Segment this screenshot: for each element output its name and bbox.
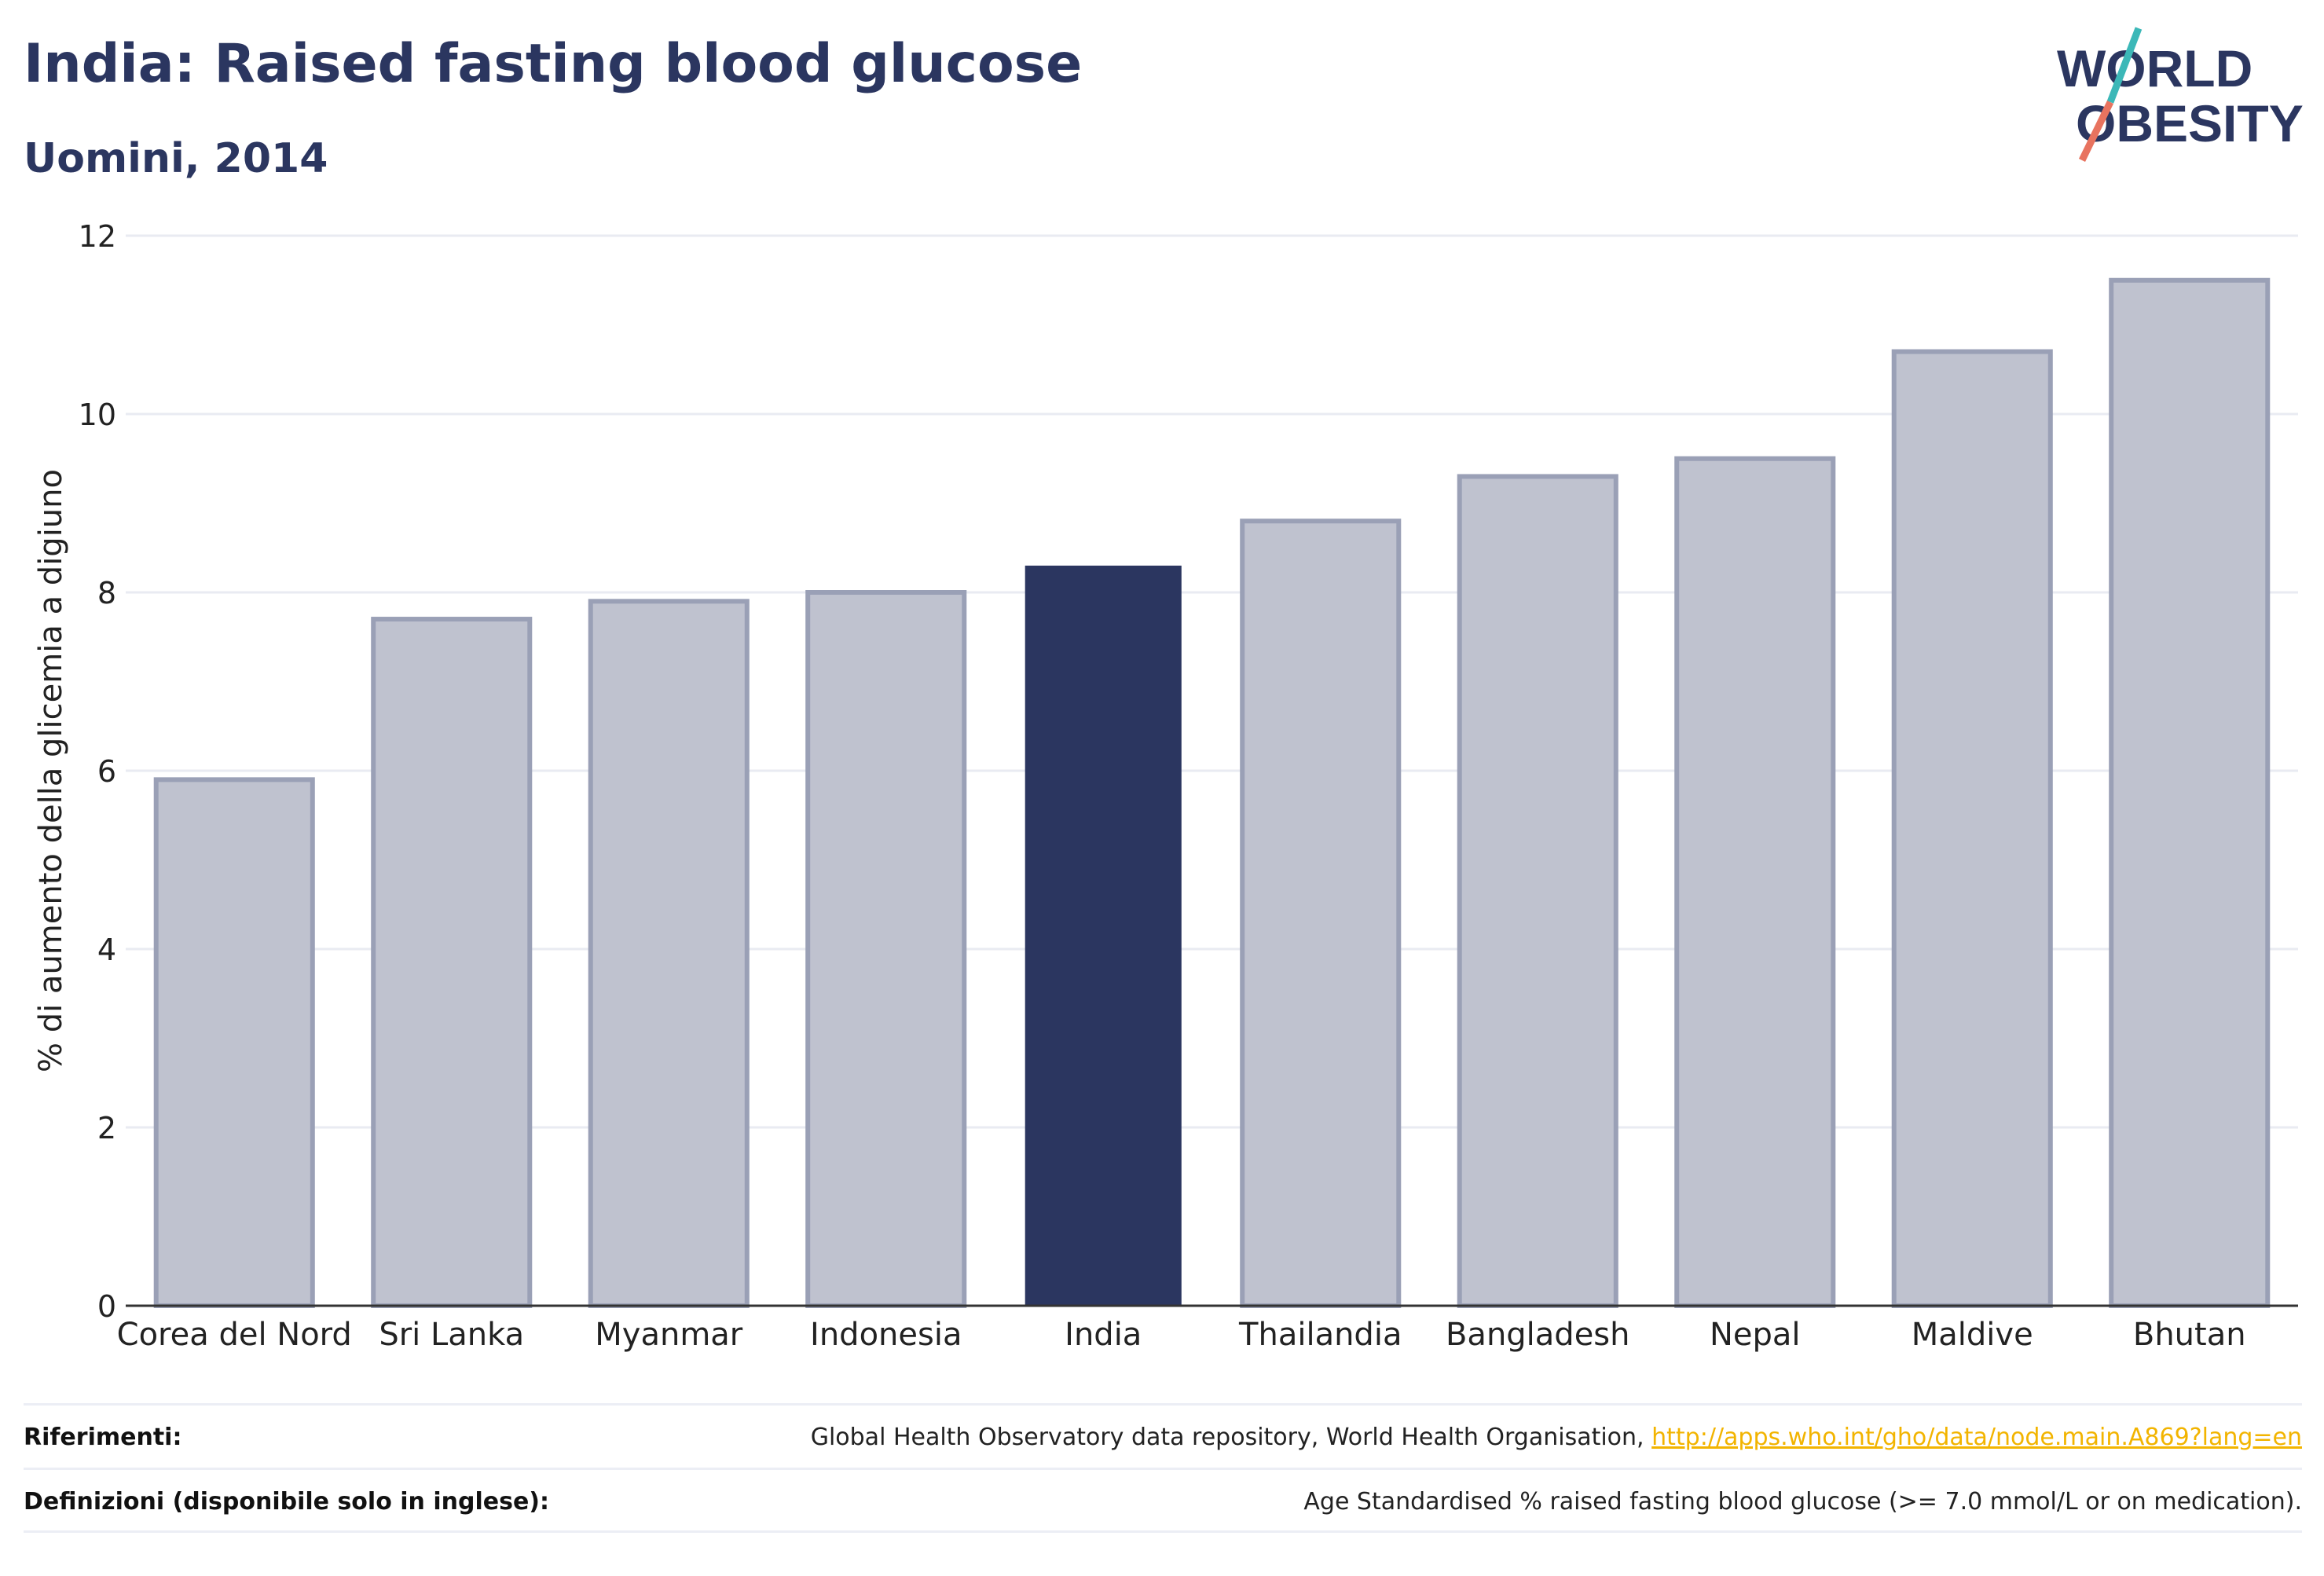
- bar: [805, 590, 967, 1308]
- definitions-text: Age Standardised % raised fasting blood …: [1303, 1487, 2302, 1516]
- x-tick-label: Thailandia: [1238, 1317, 1402, 1353]
- logo-slash-bottom: [2078, 101, 2114, 162]
- references-label: Riferimenti:: [24, 1423, 182, 1451]
- logo-line-2: OBESITY: [2076, 94, 2304, 152]
- y-tick-label: 0: [97, 1289, 116, 1324]
- definitions-label: Definizioni (disponibile solo in inglese…: [24, 1487, 549, 1516]
- x-tick-label: Myanmar: [595, 1317, 743, 1353]
- references-text: Global Health Observatory data repositor…: [810, 1423, 1644, 1451]
- bar: [1674, 456, 1836, 1308]
- world-obesity-logo: WORLD OBESITY: [2057, 27, 2304, 162]
- bar: [1891, 349, 2053, 1308]
- bar: [1457, 474, 1618, 1309]
- bar: [1240, 519, 1402, 1308]
- y-tick-label: 6: [97, 754, 116, 789]
- y-tick-label: 12: [79, 219, 116, 254]
- references-row: Riferimenti: Global Health Observatory d…: [24, 1403, 2302, 1468]
- definitions-row: Definizioni (disponibile solo in inglese…: [24, 1468, 2302, 1533]
- x-tick-label: Nepal: [1710, 1317, 1801, 1353]
- logo-line-1: WORLD: [2057, 39, 2253, 97]
- chart-title: India: Raised fasting blood glucose: [24, 33, 1083, 95]
- bar: [371, 617, 533, 1308]
- x-tick-label: Bangladesh: [1446, 1317, 1630, 1353]
- x-tick-label: Corea del Nord: [117, 1317, 352, 1353]
- bar: [1025, 565, 1182, 1306]
- bar-chart: 0 2 4 6 8 10 12 Corea del Nord Sri Lanka Myanmar I…: [33, 219, 2298, 1353]
- chart-subtitle: Uomini, 2014: [24, 135, 328, 182]
- bar: [588, 599, 750, 1308]
- y-tick-label: 8: [97, 576, 116, 610]
- bar: [153, 777, 315, 1308]
- x-tick-label: Indonesia: [810, 1317, 962, 1353]
- y-axis-title: % di aumento della glicemia a digiuno: [33, 469, 69, 1072]
- footer-divider: [24, 1530, 2302, 1533]
- y-tick-label: 2: [97, 1111, 116, 1145]
- bar: [2109, 277, 2271, 1308]
- x-tick-label: Bhutan: [2133, 1317, 2246, 1353]
- x-tick-label: India: [1065, 1317, 1142, 1353]
- x-tick-label: Sri Lanka: [379, 1317, 524, 1353]
- y-tick-label: 4: [97, 933, 116, 967]
- x-tick-label: Maldive: [1912, 1317, 2033, 1353]
- logo-slash-top: [2106, 27, 2143, 104]
- y-tick-label: 10: [79, 398, 116, 432]
- references-link[interactable]: http://apps.who.int/gho/data/node.main.A…: [1651, 1423, 2302, 1451]
